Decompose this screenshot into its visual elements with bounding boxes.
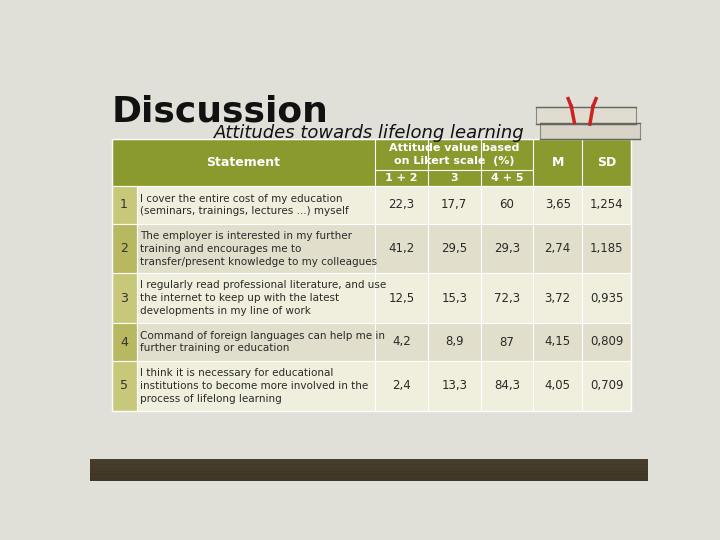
- Bar: [375, 273, 428, 323]
- Bar: [112, 224, 137, 273]
- Text: SD: SD: [597, 156, 616, 169]
- Text: 1 + 2: 1 + 2: [385, 173, 418, 183]
- Bar: [582, 224, 631, 273]
- Text: 13,3: 13,3: [441, 380, 467, 393]
- Bar: [112, 139, 631, 410]
- Bar: [481, 323, 534, 361]
- Text: 84,3: 84,3: [494, 380, 520, 393]
- Bar: [137, 273, 375, 323]
- Text: Discussion: Discussion: [112, 94, 328, 128]
- Text: Attitude value based
on Likert scale  (%): Attitude value based on Likert scale (%): [389, 144, 519, 166]
- Bar: [137, 361, 375, 410]
- Bar: [534, 361, 582, 410]
- Text: 1,254: 1,254: [590, 198, 624, 212]
- Text: 12,5: 12,5: [389, 292, 415, 305]
- Text: 3: 3: [451, 173, 458, 183]
- Text: 2,74: 2,74: [544, 242, 571, 255]
- Bar: [112, 361, 137, 410]
- Text: 4,2: 4,2: [392, 335, 411, 348]
- Text: 1,185: 1,185: [590, 242, 624, 255]
- Text: Command of foreign languages can help me in
further training or education: Command of foreign languages can help me…: [140, 330, 385, 353]
- Bar: [534, 323, 582, 361]
- Text: 3: 3: [120, 292, 128, 305]
- Text: 0,709: 0,709: [590, 380, 624, 393]
- Bar: [582, 273, 631, 323]
- Text: 3,72: 3,72: [544, 292, 571, 305]
- Bar: [428, 224, 481, 273]
- Bar: [428, 323, 481, 361]
- Text: 4: 4: [120, 335, 128, 348]
- Bar: [112, 273, 137, 323]
- Text: 5: 5: [120, 380, 128, 393]
- Bar: [375, 323, 428, 361]
- Text: 4,15: 4,15: [544, 335, 571, 348]
- Bar: [534, 273, 582, 323]
- Text: 22,3: 22,3: [389, 198, 415, 212]
- Text: 0,809: 0,809: [590, 335, 624, 348]
- Bar: [534, 186, 582, 224]
- Text: 1: 1: [120, 198, 128, 212]
- Text: 29,5: 29,5: [441, 242, 467, 255]
- Bar: [112, 139, 631, 186]
- Bar: [375, 224, 428, 273]
- Bar: [428, 361, 481, 410]
- Bar: [90, 459, 648, 481]
- Bar: [582, 186, 631, 224]
- Bar: [481, 361, 534, 410]
- Text: M: M: [552, 156, 564, 169]
- Text: Attitudes towards lifelong learning: Attitudes towards lifelong learning: [214, 124, 524, 142]
- Bar: [137, 323, 375, 361]
- Bar: [428, 186, 481, 224]
- Text: 8,9: 8,9: [445, 335, 464, 348]
- Text: I regularly read professional literature, and use
the internet to keep up with t: I regularly read professional literature…: [140, 280, 387, 316]
- Bar: [428, 273, 481, 323]
- Text: 4,05: 4,05: [545, 380, 571, 393]
- Bar: [137, 224, 375, 273]
- Bar: [536, 107, 636, 124]
- Text: 2,4: 2,4: [392, 380, 411, 393]
- Bar: [137, 186, 375, 224]
- Bar: [481, 273, 534, 323]
- Text: 29,3: 29,3: [494, 242, 520, 255]
- Text: 72,3: 72,3: [494, 292, 520, 305]
- Text: Statement: Statement: [207, 156, 281, 169]
- Text: 60: 60: [500, 198, 514, 212]
- Text: 3,65: 3,65: [545, 198, 571, 212]
- Bar: [112, 323, 137, 361]
- Bar: [481, 186, 534, 224]
- Text: 87: 87: [500, 335, 514, 348]
- Bar: [534, 224, 582, 273]
- Text: 2: 2: [120, 242, 128, 255]
- Text: 17,7: 17,7: [441, 198, 467, 212]
- Bar: [539, 123, 640, 139]
- Text: 15,3: 15,3: [441, 292, 467, 305]
- Bar: [582, 323, 631, 361]
- Text: 0,935: 0,935: [590, 292, 624, 305]
- Text: I cover the entire cost of my education
(seminars, trainings, lectures ...) myse: I cover the entire cost of my education …: [140, 193, 349, 217]
- Bar: [582, 361, 631, 410]
- Text: I think it is necessary for educational
institutions to become more involved in : I think it is necessary for educational …: [140, 368, 369, 404]
- Bar: [375, 361, 428, 410]
- Bar: [375, 186, 428, 224]
- Text: 4 + 5: 4 + 5: [491, 173, 523, 183]
- Text: The employer is interested in my further
training and encourages me to
transfer/: The employer is interested in my further…: [140, 231, 377, 267]
- Bar: [481, 224, 534, 273]
- Text: 41,2: 41,2: [388, 242, 415, 255]
- Bar: [112, 186, 137, 224]
